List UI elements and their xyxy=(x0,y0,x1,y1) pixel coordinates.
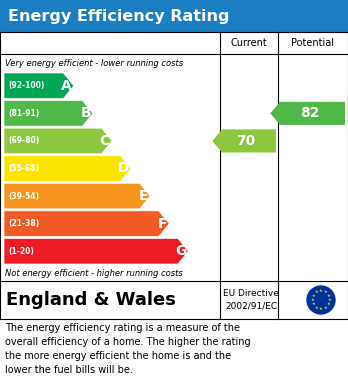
Text: Current: Current xyxy=(231,38,267,48)
Polygon shape xyxy=(4,156,131,181)
Text: D: D xyxy=(118,161,129,176)
Text: ★: ★ xyxy=(319,289,323,293)
Text: ★: ★ xyxy=(327,302,330,306)
Text: ★: ★ xyxy=(315,305,318,310)
Text: ★: ★ xyxy=(315,291,318,294)
Text: Potential: Potential xyxy=(292,38,334,48)
Text: ★: ★ xyxy=(310,298,314,302)
Text: 82: 82 xyxy=(300,106,319,120)
Text: (69-80): (69-80) xyxy=(8,136,39,145)
Bar xyxy=(0,32,348,319)
Text: E: E xyxy=(139,189,148,203)
Text: ★: ★ xyxy=(311,302,315,306)
Polygon shape xyxy=(4,183,150,209)
Text: (92-100): (92-100) xyxy=(8,81,45,90)
Text: C: C xyxy=(100,134,110,148)
Polygon shape xyxy=(4,100,93,126)
Text: ★: ★ xyxy=(328,298,332,302)
Text: A: A xyxy=(61,79,72,93)
Text: (39-54): (39-54) xyxy=(8,192,39,201)
Circle shape xyxy=(307,286,335,314)
Text: The energy efficiency rating is a measure of the
overall efficiency of a home. T: The energy efficiency rating is a measur… xyxy=(5,323,251,375)
Text: (1-20): (1-20) xyxy=(8,247,34,256)
Text: EU Directive
2002/91/EC: EU Directive 2002/91/EC xyxy=(223,289,279,311)
Text: (81-91): (81-91) xyxy=(8,109,39,118)
Polygon shape xyxy=(4,239,188,264)
Text: (55-68): (55-68) xyxy=(8,164,39,173)
Bar xyxy=(0,0,348,32)
Text: Very energy efficient - lower running costs: Very energy efficient - lower running co… xyxy=(5,59,183,68)
Text: ★: ★ xyxy=(319,307,323,311)
Polygon shape xyxy=(4,128,112,154)
Text: B: B xyxy=(80,106,91,120)
Text: Energy Efficiency Rating: Energy Efficiency Rating xyxy=(8,9,229,23)
Polygon shape xyxy=(4,73,74,99)
Text: ★: ★ xyxy=(327,294,330,298)
Text: ★: ★ xyxy=(323,291,327,294)
Text: ★: ★ xyxy=(311,294,315,298)
Polygon shape xyxy=(4,211,169,237)
Text: F: F xyxy=(158,217,167,231)
Text: Not energy efficient - higher running costs: Not energy efficient - higher running co… xyxy=(5,269,183,278)
Text: G: G xyxy=(175,244,186,258)
Polygon shape xyxy=(212,129,276,152)
Text: ★: ★ xyxy=(323,305,327,310)
Polygon shape xyxy=(270,102,345,125)
Text: England & Wales: England & Wales xyxy=(6,291,176,309)
Text: 70: 70 xyxy=(237,134,256,148)
Text: (21-38): (21-38) xyxy=(8,219,39,228)
